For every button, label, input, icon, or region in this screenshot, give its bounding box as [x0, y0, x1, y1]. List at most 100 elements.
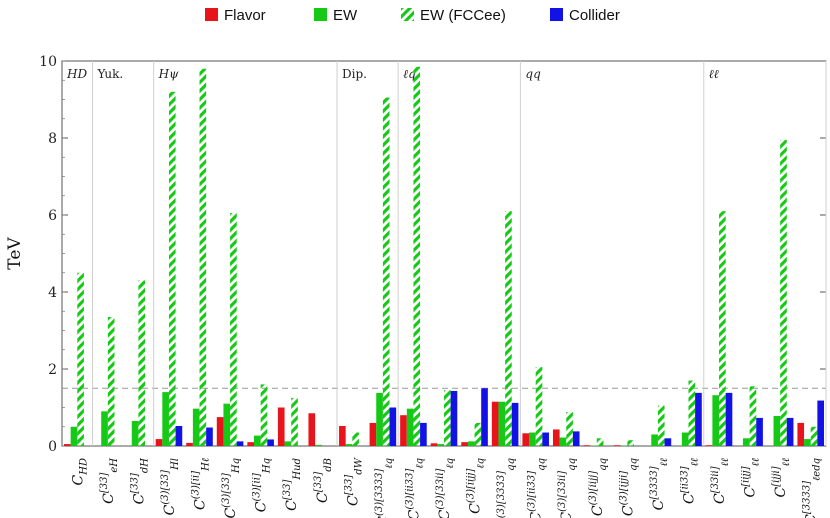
bar-collider — [542, 432, 549, 446]
category-main: C — [162, 504, 178, 515]
category-sub: ℓℓ — [720, 458, 731, 466]
category-sup: [33] — [313, 472, 324, 493]
category-label: C[ijji]ℓℓ — [771, 458, 792, 497]
legend-swatch — [314, 8, 327, 21]
legend-label: EW — [333, 7, 358, 24]
bar-ew — [253, 435, 261, 446]
category-sup: (3)[iijj] — [466, 468, 477, 503]
bar-ew-fccee — [505, 211, 512, 446]
bar-flavor — [797, 422, 805, 446]
category-main: C — [406, 509, 422, 518]
bar-flavor — [277, 407, 285, 446]
bar-ew — [498, 401, 506, 446]
category-sup: (3)[ii33] — [404, 468, 415, 509]
bar-ew-fccee — [260, 384, 268, 446]
group-label: ℓℓ — [709, 67, 719, 81]
bar-collider — [511, 402, 519, 446]
bar-flavor — [216, 417, 224, 446]
y-tick-label: 8 — [48, 131, 57, 147]
category-sup: (3)[iijj] — [588, 471, 599, 506]
category-sup: (3)[3333] — [496, 471, 507, 518]
bar-flavor — [186, 442, 193, 446]
bar-ew — [437, 444, 444, 446]
category-label: C(3)[33ii]qq — [557, 458, 578, 518]
category-sup: (3)[33ii] — [435, 468, 446, 509]
category-sub: ℓℓ — [689, 458, 700, 466]
category-label: C[33]dB — [313, 458, 334, 503]
category-sub: qq — [537, 458, 548, 471]
bar-collider — [786, 417, 794, 446]
category-main: C — [681, 493, 697, 504]
bar-ew — [131, 420, 139, 446]
category-sub: dH — [139, 458, 150, 473]
category-main: C — [743, 486, 759, 497]
category-sub: qq — [506, 458, 517, 471]
category-sup: [3333] — [649, 466, 660, 499]
category-main: C — [223, 508, 239, 518]
category-sup: [iijj] — [741, 466, 752, 486]
category-main: C — [70, 474, 86, 485]
category-sub: ℓq — [384, 458, 395, 469]
bar-ew-fccee — [444, 390, 451, 446]
legend-swatch — [205, 8, 218, 21]
legend-label: Flavor — [224, 7, 266, 24]
bar-collider — [756, 417, 763, 446]
y-tick-label: 6 — [48, 208, 57, 224]
bar-collider — [481, 388, 488, 446]
bar-ew — [70, 426, 78, 446]
bar-ew-fccee — [413, 66, 421, 447]
bar-collider — [572, 431, 580, 446]
category-sup: [3333] — [802, 481, 813, 514]
category-sup: (3)[33ii] — [557, 471, 568, 512]
legend-label: Collider — [569, 7, 620, 24]
bar-ew-fccee — [230, 213, 237, 446]
bar-ew-fccee — [688, 380, 696, 446]
category-main: C — [590, 505, 606, 516]
category-label: C[33]dW — [343, 457, 364, 506]
y-tick-label: 2 — [48, 362, 57, 378]
category-label: C[33]dH — [129, 458, 150, 505]
bar-collider — [450, 390, 458, 446]
category-main: C — [651, 499, 667, 510]
bar-ew-fccee — [474, 422, 482, 446]
bar-ew-fccee — [291, 397, 298, 446]
category-label: C(3)[ijji]qq — [618, 458, 639, 516]
category-sup: [33] — [343, 475, 354, 496]
bar-ew-fccee — [168, 91, 176, 447]
bar-flavor — [430, 443, 438, 446]
category-sub: Hℓ — [201, 458, 212, 472]
category-label: C(3)[3333]ℓq — [374, 458, 395, 518]
category-label: C(3)[ii33]ℓq — [404, 458, 425, 518]
legend-swatch — [550, 8, 563, 21]
category-sub: dW — [353, 457, 364, 474]
bar-collider — [389, 407, 397, 446]
category-label: C(3)[33]Hq — [221, 458, 242, 518]
category-main: C — [559, 512, 575, 518]
y-axis-label: TeV — [5, 237, 25, 270]
bar-ew-fccee — [596, 438, 604, 446]
legend-label: EW (FCCee) — [420, 7, 506, 24]
bar-ew — [467, 441, 475, 446]
category-main: C — [773, 486, 789, 497]
category-main: C — [620, 505, 636, 516]
bar-ew — [773, 415, 781, 446]
bar-ew — [529, 432, 536, 446]
category-label: C[33]eH — [99, 458, 120, 504]
bar-flavor — [155, 439, 163, 446]
category-main: C — [131, 493, 147, 504]
category-sub: Hl — [170, 458, 181, 471]
bar-flavor — [369, 422, 377, 446]
category-main: C — [468, 503, 484, 514]
bar-ew-fccee — [535, 367, 543, 446]
category-main: C — [437, 509, 453, 518]
bar-flavor — [522, 433, 530, 446]
bar-flavor — [461, 442, 468, 446]
bar-ew — [712, 395, 720, 446]
category-sup: [33ii] — [710, 466, 721, 493]
category-sup: (3)[33] — [221, 473, 232, 508]
bar-flavor — [63, 444, 71, 446]
group-label: ℓq — [403, 67, 416, 81]
y-tick-label: 10 — [39, 54, 57, 70]
bar-ew-fccee — [780, 139, 787, 447]
category-sub: ℓq — [445, 458, 456, 469]
